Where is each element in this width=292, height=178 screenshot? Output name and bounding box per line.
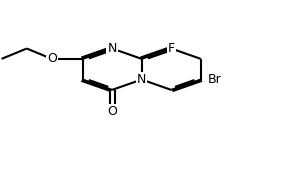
Text: O: O [107,105,117,118]
Text: N: N [107,42,117,55]
Text: F: F [168,42,175,55]
Text: N: N [137,73,146,86]
Text: Br: Br [208,73,222,86]
Text: O: O [47,52,57,65]
